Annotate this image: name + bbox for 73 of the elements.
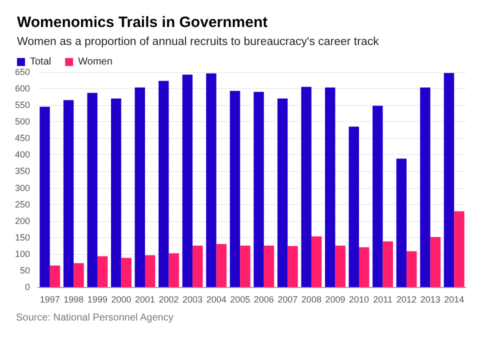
bar: [50, 266, 60, 287]
x-tick-label: 2009: [325, 294, 346, 304]
bar: [192, 246, 203, 287]
bar: [97, 256, 108, 287]
x-tick-label: 1998: [64, 294, 84, 304]
y-tick-label: 350: [14, 166, 30, 176]
bar: [145, 255, 156, 287]
y-tick-label: 650: [14, 67, 30, 77]
x-tick-label: 1997: [40, 294, 60, 304]
bar: [335, 246, 346, 287]
chart-title: Womenomics Trails in Government: [17, 14, 268, 31]
bar: [311, 236, 322, 287]
bar: [216, 244, 227, 287]
y-tick-label: 450: [14, 133, 30, 144]
bar: [230, 90, 240, 287]
bar: [444, 72, 454, 287]
legend-label: Women: [78, 56, 112, 68]
x-tick-label: 2004: [206, 294, 226, 304]
bar: [40, 106, 50, 287]
bar: [348, 126, 359, 287]
bar: [254, 92, 264, 287]
legend-label: Total: [30, 56, 52, 68]
bar: [301, 86, 312, 287]
bar: [87, 92, 98, 287]
y-tick-label: 300: [14, 182, 30, 193]
x-tick-label: 2000: [111, 294, 132, 304]
x-tick-label: 2008: [301, 294, 322, 304]
bar: [264, 246, 274, 287]
bar: [325, 88, 336, 287]
x-tick-label: 2012: [396, 294, 417, 304]
bar: [158, 80, 169, 287]
source-note: Source: National Personnel Agency: [16, 312, 174, 324]
x-tick-label: 2014: [444, 294, 464, 304]
bar: [277, 98, 288, 287]
bar: [63, 100, 74, 287]
y-tick-label: 0: [24, 282, 30, 292]
y-tick-label: 250: [14, 199, 30, 210]
bar: [134, 88, 145, 287]
bar: [240, 246, 250, 287]
x-tick-label: 2001: [134, 294, 156, 304]
y-tick-label: 150: [14, 232, 30, 242]
x-tick-label: 2003: [182, 294, 203, 304]
x-tick-label: 2011: [373, 294, 392, 304]
bar: [359, 247, 370, 287]
bar: [206, 73, 216, 287]
bar: [182, 74, 193, 287]
bar: [74, 263, 84, 287]
bar: [288, 246, 298, 287]
y-tick-label: 400: [14, 150, 30, 160]
x-tick-label: 2013: [420, 294, 440, 304]
x-tick-label: 2002: [158, 294, 179, 304]
x-tick-label: 2007: [278, 294, 298, 304]
bar: [430, 237, 441, 287]
bar: [382, 241, 393, 287]
bar: [396, 158, 407, 287]
bar: [372, 106, 383, 287]
bar: [406, 251, 417, 287]
y-tick-label: 500: [14, 116, 30, 127]
bar: [111, 98, 122, 287]
x-tick-label: 2005: [230, 294, 250, 304]
y-tick-label: 200: [14, 216, 30, 226]
bar: [454, 211, 464, 287]
x-tick-label: 2010: [348, 294, 370, 304]
chart-subtitle: Women as a proportion of annual recruits to bureaucracy's career track: [17, 36, 380, 48]
y-tick-label: 100: [14, 248, 30, 259]
bar: [168, 253, 179, 287]
x-tick-label: 1999: [87, 294, 108, 304]
bar: [420, 88, 430, 287]
y-tick-label: 50: [20, 265, 30, 276]
y-tick-label: 600: [14, 84, 30, 94]
bar: [121, 258, 132, 287]
x-tick-label: 2006: [254, 294, 274, 304]
y-tick-label: 550: [14, 100, 30, 110]
